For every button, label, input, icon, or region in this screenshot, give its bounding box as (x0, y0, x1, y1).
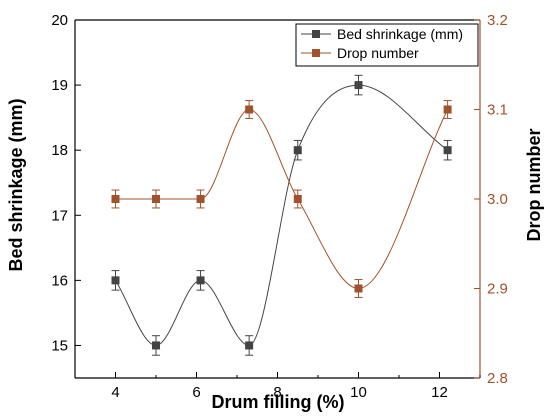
x-tick-label: 10 (350, 384, 367, 401)
legend-marker-bed-shrinkage (312, 30, 320, 38)
bed-shrinkage-point (443, 146, 452, 155)
series-layer (111, 74, 452, 356)
axes-layer: 4 6 8 10 12 15 16 17 18 19 20 2.8 2.9 3.0 3.1 3.2 (51, 12, 508, 401)
legend: Bed shrinkage (mm) Drop number (295, 23, 479, 67)
legend-label-bed-shrinkage: Bed shrinkage (mm) (337, 26, 463, 42)
x-axis-title: Drum filling (%) (212, 392, 345, 412)
left-tick-label: 19 (51, 77, 68, 94)
left-axis-title: Bed shrinkage (mm) (6, 98, 26, 271)
bed-shrinkage-point (152, 341, 160, 350)
right-tick-label: 3.0 (487, 191, 508, 208)
bed-shrinkage-point (245, 341, 254, 350)
right-tick-label: 2.8 (487, 370, 508, 387)
left-tick-label: 16 (51, 272, 68, 289)
legend-label-drop-number: Drop number (337, 45, 419, 61)
drop-number-line (115, 108, 449, 290)
drop-number-point (196, 195, 205, 203)
drop-number-point (443, 105, 452, 114)
left-tick-label: 18 (51, 142, 68, 159)
right-tick-label: 3.2 (487, 12, 508, 29)
left-tick-label: 20 (51, 12, 68, 29)
drop-number-point (293, 195, 302, 203)
bed-shrinkage-line (115, 84, 448, 346)
left-tick-label: 15 (51, 337, 68, 354)
x-tick-label: 4 (111, 384, 119, 401)
legend-marker-drop-number (312, 49, 320, 57)
x-tick-label: 12 (431, 384, 448, 401)
x-tick-label: 6 (192, 384, 200, 401)
bed-shrinkage-point (111, 276, 120, 285)
drop-number-point (354, 284, 363, 293)
x-tick-label: 8 (273, 384, 281, 401)
left-tick-label: 17 (51, 207, 68, 224)
right-axis-title: Drop number (524, 128, 544, 241)
right-tick-label: 3.1 (487, 102, 508, 119)
drop-number-point (245, 105, 254, 114)
right-tick-label: 2.9 (487, 281, 508, 298)
legend-box (295, 23, 479, 67)
bed-shrinkage-point (293, 146, 302, 155)
drop-number-point (152, 195, 160, 203)
bed-shrinkage-point (196, 276, 205, 285)
drop-number-point (111, 195, 120, 203)
bed-shrinkage-point (354, 81, 363, 90)
